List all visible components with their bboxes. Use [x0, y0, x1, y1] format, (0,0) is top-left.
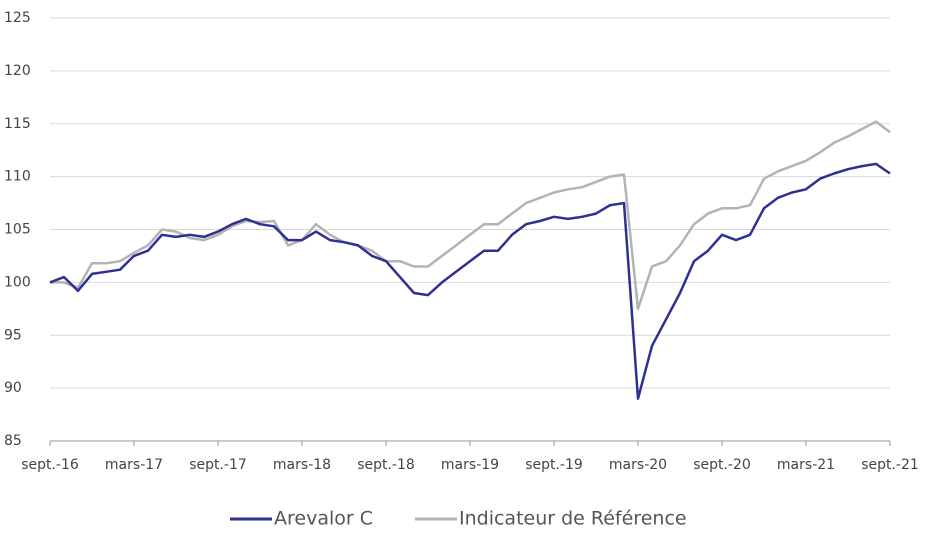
- y-tick-label: 95: [4, 327, 22, 343]
- y-tick-label: 125: [4, 10, 31, 26]
- y-tick-label: 100: [4, 274, 31, 290]
- legend-label: Arevalor C: [274, 508, 373, 530]
- y-tick-label: 90: [4, 380, 22, 396]
- x-tick-label: sept.-16: [21, 457, 79, 473]
- x-tick-label: sept.-21: [861, 457, 919, 473]
- x-tick-label: mars-19: [441, 457, 499, 473]
- series-line: [49, 162, 891, 400]
- legend-label: Indicateur de Référence: [459, 508, 687, 530]
- x-tick-label: sept.-17: [189, 457, 247, 473]
- x-tick-label: mars-21: [777, 457, 835, 473]
- y-tick-label: 120: [4, 63, 31, 79]
- x-tick-label: sept.-20: [693, 457, 751, 473]
- y-tick-label: 110: [4, 169, 31, 185]
- y-tick-label: 85: [4, 433, 22, 449]
- y-tick-label: 115: [4, 116, 31, 132]
- x-tick-label: mars-17: [105, 457, 163, 473]
- x-tick-label: sept.-19: [525, 457, 583, 473]
- x-tick-label: mars-18: [273, 457, 331, 473]
- x-tick-label: sept.-18: [357, 457, 415, 473]
- y-tick-label: 105: [4, 222, 31, 238]
- x-tick-label: mars-20: [609, 457, 667, 473]
- series-line: [50, 120, 891, 311]
